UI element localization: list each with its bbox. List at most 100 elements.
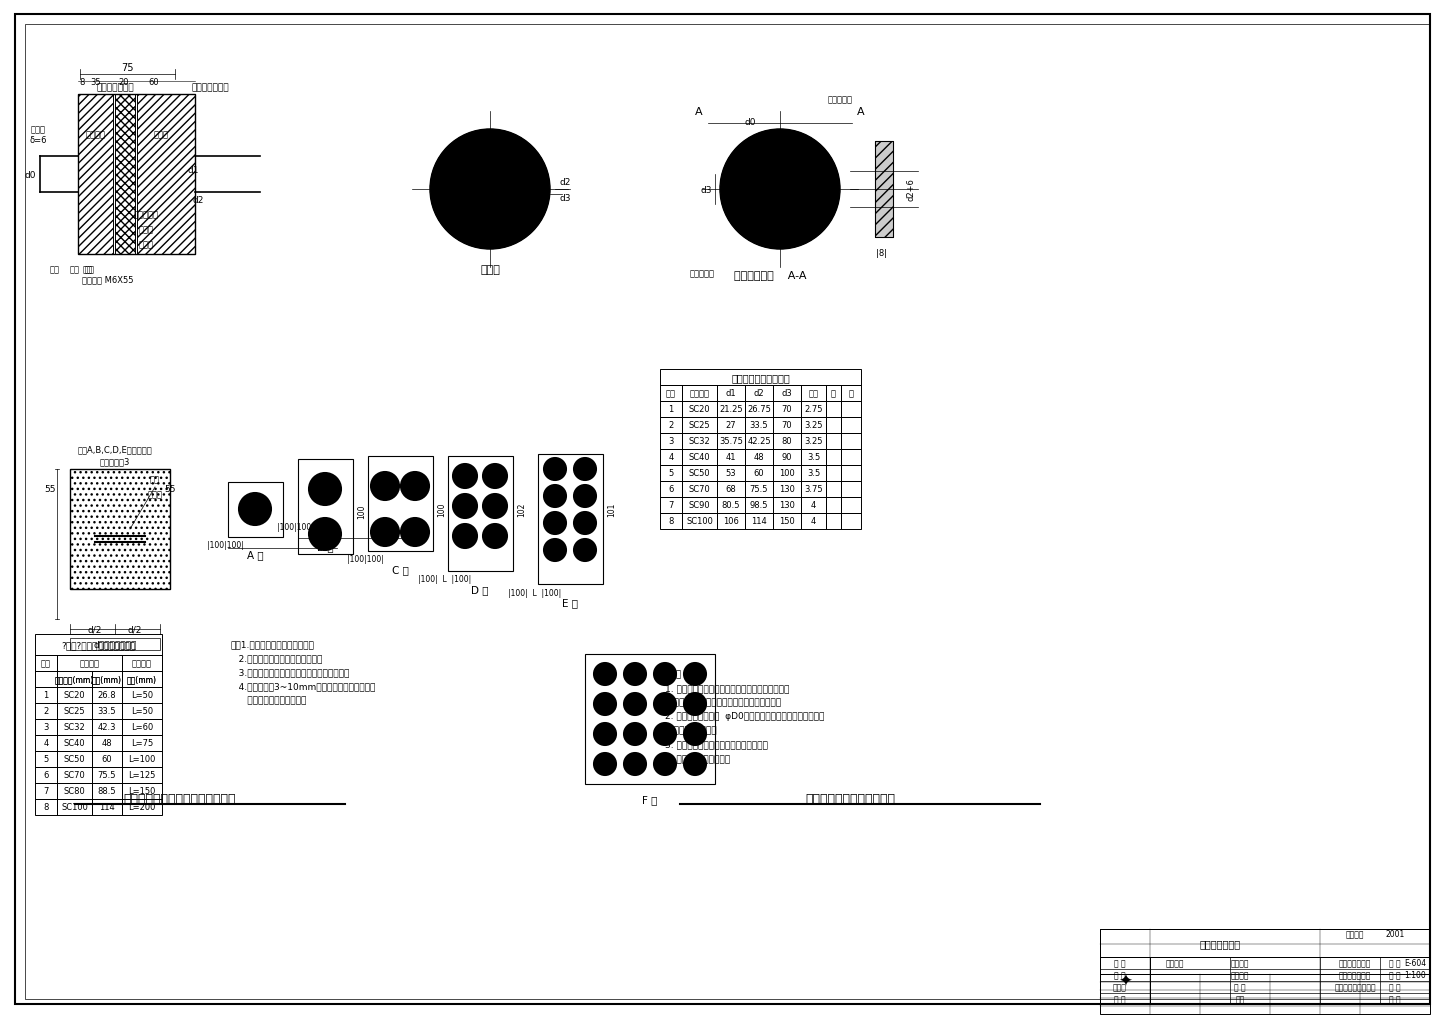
Text: 2: 2 xyxy=(668,421,674,430)
Text: 3: 3 xyxy=(668,437,674,446)
Text: 2001: 2001 xyxy=(1385,929,1404,938)
Circle shape xyxy=(544,539,566,561)
Text: SC50: SC50 xyxy=(63,755,85,764)
Bar xyxy=(448,457,513,572)
Text: ?防护?密闭管和密闭肋尺寸表: ?防护?密闭管和密闭肋尺寸表 xyxy=(62,640,135,649)
Text: 垫圈: 垫圈 xyxy=(85,265,95,274)
Bar xyxy=(744,385,773,401)
Circle shape xyxy=(400,473,429,500)
Text: L=60: L=60 xyxy=(131,722,153,732)
Text: 4: 4 xyxy=(811,517,816,526)
Circle shape xyxy=(544,485,566,507)
Text: SC100: SC100 xyxy=(685,517,713,526)
Bar xyxy=(827,449,841,466)
Circle shape xyxy=(684,723,706,745)
Text: 3. 电缆在进行密闭处理后不得封束绝缘。: 3. 电缆在进行密闭处理后不得封束绝缘。 xyxy=(665,739,768,748)
Bar xyxy=(122,736,163,751)
Bar xyxy=(683,514,717,530)
Bar xyxy=(539,454,603,585)
Circle shape xyxy=(595,723,616,745)
Bar xyxy=(827,401,841,418)
Bar xyxy=(744,514,773,530)
Text: 外径(mm): 外径(mm) xyxy=(92,675,122,684)
Text: 外径(mm): 外径(mm) xyxy=(92,675,122,684)
Bar xyxy=(35,655,163,672)
Text: A: A xyxy=(696,107,703,117)
Circle shape xyxy=(654,663,675,686)
Text: 审核员: 审核员 xyxy=(1113,982,1128,991)
Text: SC90: SC90 xyxy=(688,501,710,510)
Bar xyxy=(35,655,58,672)
Text: 序号: 序号 xyxy=(665,389,675,398)
Circle shape xyxy=(310,519,341,550)
Bar xyxy=(92,767,122,784)
Bar xyxy=(841,482,861,497)
Bar xyxy=(58,688,92,703)
Text: 密闭或防护密闭穿墙管密闭肋详图: 密闭或防护密闭穿墙管密闭肋详图 xyxy=(124,793,236,806)
Bar xyxy=(122,672,163,688)
Text: |8|: |8| xyxy=(877,249,887,257)
Circle shape xyxy=(575,459,596,481)
Bar xyxy=(1100,957,1430,1004)
Text: 日 期: 日 期 xyxy=(1390,995,1401,1004)
Circle shape xyxy=(684,693,706,715)
Bar xyxy=(122,784,163,799)
Circle shape xyxy=(454,525,477,548)
Text: SC25: SC25 xyxy=(688,421,710,430)
Bar xyxy=(35,635,163,655)
Text: SC70: SC70 xyxy=(688,485,710,494)
Bar xyxy=(92,703,122,719)
Text: L=100: L=100 xyxy=(128,755,156,764)
Text: 130: 130 xyxy=(779,501,795,510)
Text: 8: 8 xyxy=(79,77,85,87)
Text: SC32: SC32 xyxy=(688,437,710,446)
Bar xyxy=(717,418,744,433)
Bar xyxy=(35,767,58,784)
Text: 26.8: 26.8 xyxy=(98,691,117,700)
Bar xyxy=(827,497,841,514)
Text: 保护管和抗力片尺寸表: 保护管和抗力片尺寸表 xyxy=(732,373,791,382)
Bar xyxy=(683,401,717,418)
Text: SC80: SC80 xyxy=(63,787,85,796)
Text: SC50: SC50 xyxy=(688,469,710,478)
Text: 60: 60 xyxy=(148,77,160,87)
Bar xyxy=(773,449,801,466)
Text: L=75: L=75 xyxy=(131,739,153,748)
Circle shape xyxy=(544,513,566,535)
Text: 55: 55 xyxy=(164,485,176,494)
Bar xyxy=(228,483,284,537)
Bar xyxy=(827,514,841,530)
Text: 专 业: 专 业 xyxy=(1234,982,1246,991)
Text: 备: 备 xyxy=(831,389,837,398)
Text: 106: 106 xyxy=(723,517,739,526)
Text: 电焊: 电焊 xyxy=(150,475,160,484)
Bar xyxy=(717,482,744,497)
Text: 某建防护某人员: 某建防护某人员 xyxy=(1339,970,1371,979)
Text: 序号: 序号 xyxy=(40,659,50,667)
Text: 油麻丝: 油麻丝 xyxy=(138,225,154,234)
Bar xyxy=(298,460,353,554)
Text: 2. 抗力片电缆槽口宽  φD0，必须严格按处理后的外径开孔，: 2. 抗力片电缆槽口宽 φD0，必须严格按处理后的外径开孔， xyxy=(665,711,824,720)
Text: 6: 6 xyxy=(43,770,49,780)
Circle shape xyxy=(624,693,647,715)
Text: 螺栓: 螺栓 xyxy=(71,265,81,274)
Bar xyxy=(660,449,683,466)
Bar xyxy=(92,751,122,767)
Circle shape xyxy=(449,149,459,159)
Text: A 型: A 型 xyxy=(246,549,264,559)
Circle shape xyxy=(431,129,550,250)
Bar xyxy=(71,470,170,589)
Bar xyxy=(744,466,773,482)
Bar xyxy=(660,418,683,433)
Bar xyxy=(841,385,861,401)
Bar xyxy=(773,497,801,514)
Bar xyxy=(683,482,717,497)
Text: 也适用于其它地方电缆明或密缝防护密闭管。: 也适用于其它地方电缆明或密缝防护密闭管。 xyxy=(665,697,780,706)
Text: 比 例: 比 例 xyxy=(1390,970,1401,979)
Circle shape xyxy=(776,228,783,235)
Circle shape xyxy=(595,663,616,686)
Text: 27: 27 xyxy=(726,421,736,430)
Text: 1:100: 1:100 xyxy=(1404,970,1426,979)
Bar xyxy=(801,466,827,482)
Text: 70: 70 xyxy=(782,421,792,430)
